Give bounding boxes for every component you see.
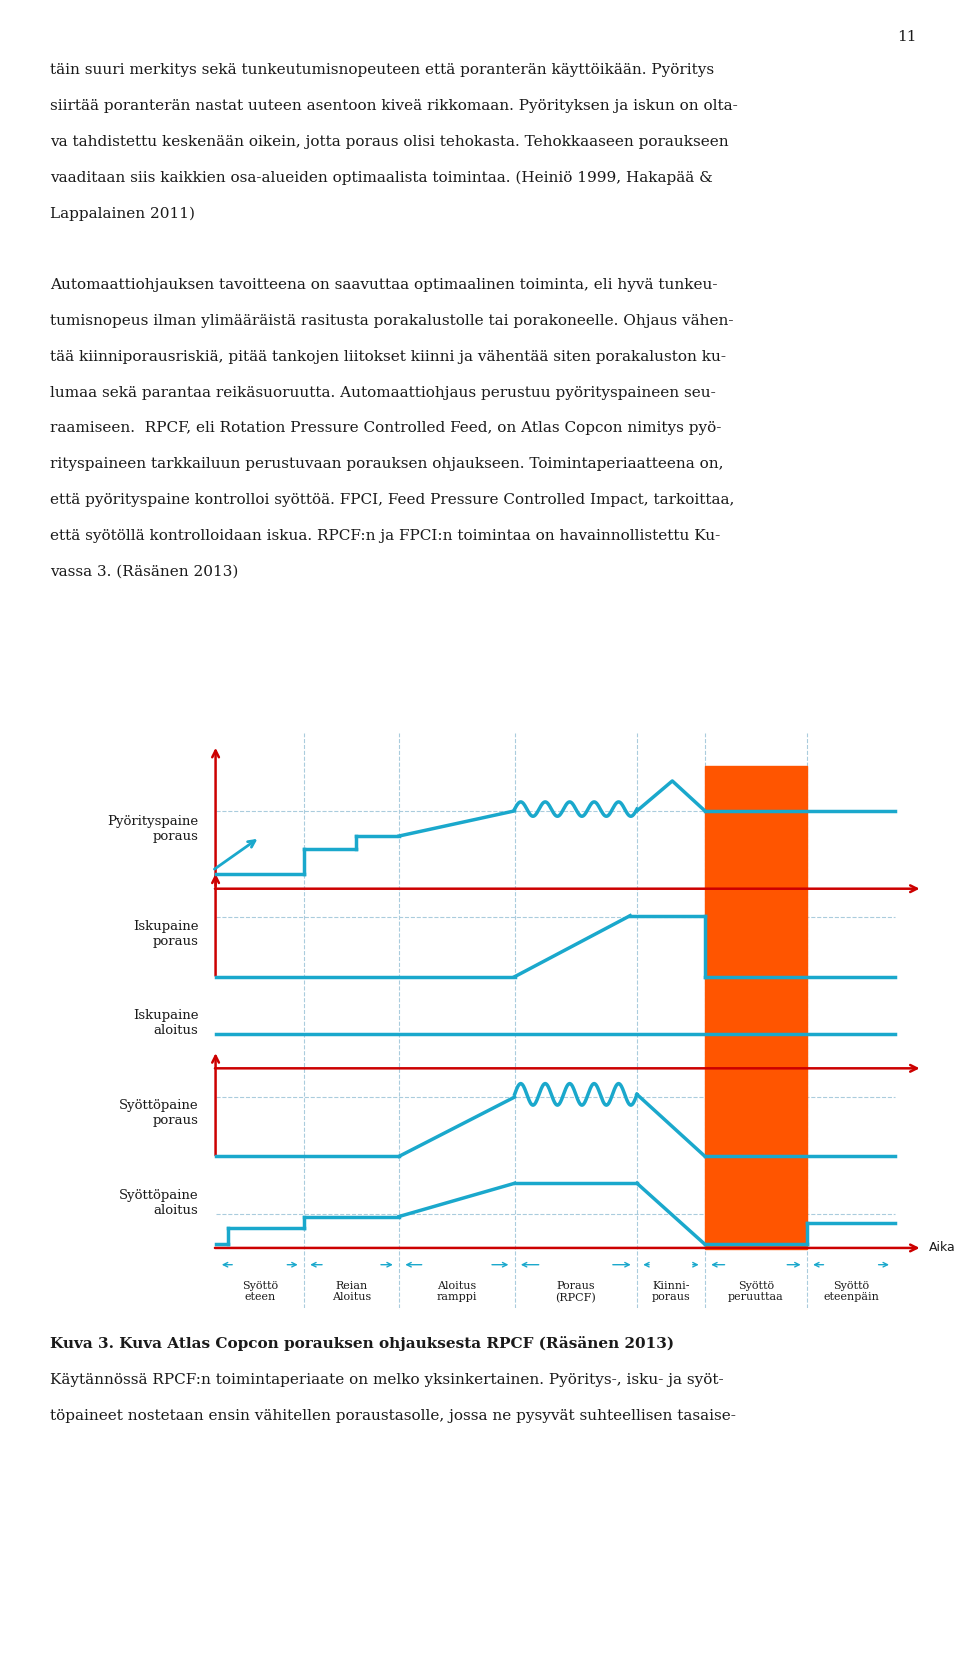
Text: lumaa sekä parantaa reikäsuoruutta. Automaattiohjaus perustuu pyörityspaineen se: lumaa sekä parantaa reikäsuoruutta. Auto…: [50, 387, 715, 400]
Text: tää kiinniporausriskiä, pitää tankojen liitokset kiinni ja vähentää siten poraka: tää kiinniporausriskiä, pitää tankojen l…: [50, 350, 726, 363]
Text: Iskupaine
poraus: Iskupaine poraus: [133, 920, 199, 948]
Text: Reian
Aloitus: Reian Aloitus: [332, 1281, 372, 1303]
Text: Kiinni-
poraus: Kiinni- poraus: [652, 1281, 690, 1303]
Text: Kuva 3. Kuva Atlas Copcon porauksen ohjauksesta RPCF (Räsänen 2013): Kuva 3. Kuva Atlas Copcon porauksen ohja…: [50, 1336, 674, 1351]
Bar: [705, 766, 806, 1250]
Text: että syötöllä kontrolloidaan iskua. RPCF:n ja FPCI:n toimintaa on havainnolliste: että syötöllä kontrolloidaan iskua. RPCF…: [50, 530, 720, 543]
Text: töpaineet nostetaan ensin vähitellen poraustasolle, jossa ne pysyvät suhteellise: töpaineet nostetaan ensin vähitellen por…: [50, 1409, 735, 1423]
Text: raamiseen.  RPCF, eli Rotation Pressure Controlled Feed, on Atlas Copcon nimitys: raamiseen. RPCF, eli Rotation Pressure C…: [50, 421, 721, 435]
Text: Aika: Aika: [929, 1241, 956, 1254]
Text: että pyörityspaine kontrolloi syöttöä. FPCI, Feed Pressure Controlled Impact, ta: että pyörityspaine kontrolloi syöttöä. F…: [50, 493, 734, 506]
Text: vaaditaan siis kaikkien osa-alueiden optimaalista toimintaa. (Heiniö 1999, Hakap: vaaditaan siis kaikkien osa-alueiden opt…: [50, 172, 712, 185]
Text: Pyörityspaine
poraus: Pyörityspaine poraus: [108, 815, 199, 843]
Text: Syöttö
peruuttaa: Syöttö peruuttaa: [728, 1281, 783, 1303]
Text: täin suuri merkitys sekä tunkeutumisnopeuteen että poranterän käyttöikään. Pyöri: täin suuri merkitys sekä tunkeutumisnope…: [50, 63, 714, 77]
Text: va tahdistettu keskenään oikein, jotta poraus olisi tehokasta. Tehokkaaseen pora: va tahdistettu keskenään oikein, jotta p…: [50, 135, 729, 148]
Text: Käytännössä RPCF:n toimintaperiaate on melko yksinkertainen. Pyöritys-, isku- ja: Käytännössä RPCF:n toimintaperiaate on m…: [50, 1373, 724, 1386]
Text: 11: 11: [898, 30, 917, 43]
Text: siirtää poranterän nastat uuteen asentoon kiveä rikkomaan. Pyörityksen ja iskun : siirtää poranterän nastat uuteen asentoo…: [50, 100, 737, 113]
Text: Poraus
(RPCF): Poraus (RPCF): [556, 1281, 596, 1303]
Text: Automaattiohjauksen tavoitteena on saavuttaa optimaalinen toiminta, eli hyvä tun: Automaattiohjauksen tavoitteena on saavu…: [50, 278, 717, 292]
Text: Syöttö
eteenpäin: Syöttö eteenpäin: [823, 1281, 879, 1303]
Text: Lappalainen 2011): Lappalainen 2011): [50, 207, 195, 222]
Text: tumisnopeus ilman ylimääräistä rasitusta porakalustolle tai porakoneelle. Ohjaus: tumisnopeus ilman ylimääräistä rasitusta…: [50, 313, 733, 328]
Text: Syöttöpaine
poraus: Syöttöpaine poraus: [119, 1100, 199, 1128]
Text: vassa 3. (Räsänen 2013): vassa 3. (Räsänen 2013): [50, 565, 238, 578]
Text: rityspaineen tarkkailuun perustuvaan porauksen ohjaukseen. Toimintaperiaatteena : rityspaineen tarkkailuun perustuvaan por…: [50, 458, 724, 471]
Text: Syöttöpaine
aloitus: Syöttöpaine aloitus: [119, 1190, 199, 1218]
Text: Aloitus
ramppi: Aloitus ramppi: [437, 1281, 477, 1303]
Text: Iskupaine
aloitus: Iskupaine aloitus: [133, 1010, 199, 1038]
Text: Syöttö
eteen: Syöttö eteen: [242, 1281, 277, 1303]
